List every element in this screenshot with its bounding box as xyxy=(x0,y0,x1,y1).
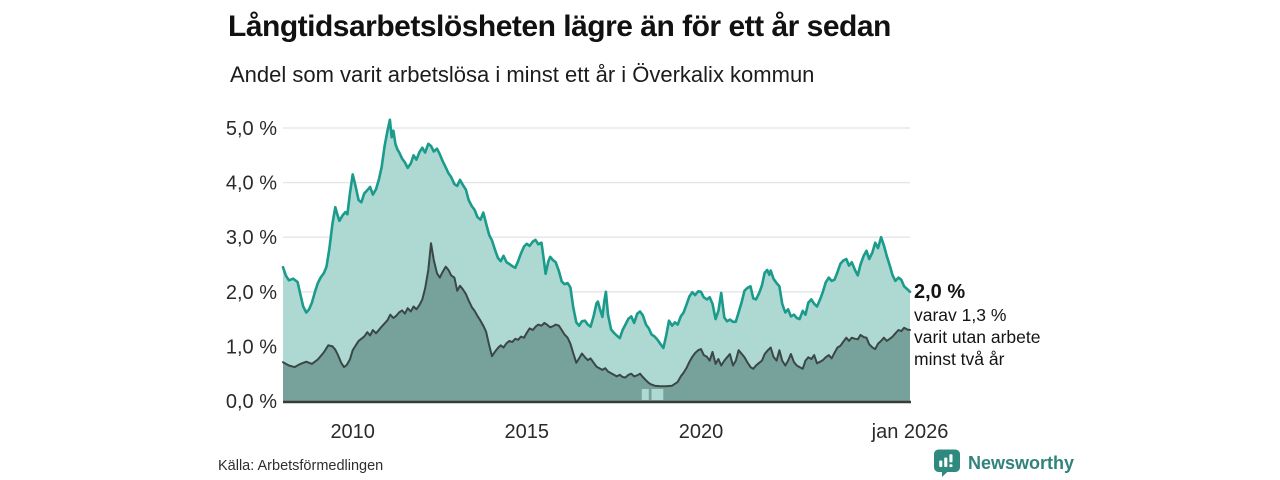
end-value-detail-line1: varav 1,3 % xyxy=(914,305,1007,325)
masked-data-notch xyxy=(651,389,664,400)
area-minst-tva-ar xyxy=(283,243,910,401)
chart-subtitle: Andel som varit arbetslösa i minst ett å… xyxy=(230,62,815,87)
end-value-annotation: 2,0 % varav 1,3 % varit utan arbete mins… xyxy=(914,280,1040,370)
y-tick-label: 3,0 % xyxy=(226,227,277,249)
x-tick-label: 2020 xyxy=(679,421,724,443)
page-title: Långtidsarbetslösheten lägre än för ett … xyxy=(228,10,891,43)
line-minst-tva-ar xyxy=(282,242,911,388)
end-value-detail-line2: varit utan arbete xyxy=(914,327,1041,347)
y-tick-label: 0,0 % xyxy=(226,391,277,413)
end-value-detail-line3: minst två år xyxy=(914,349,1005,369)
line-minst-ett-ar xyxy=(281,118,912,350)
y-tick-label: 2,0 % xyxy=(226,282,277,304)
x-tick-label: 2015 xyxy=(505,421,550,443)
newsworthy-bubble-chart-icon xyxy=(934,449,960,477)
brand-logo: Newsworthy xyxy=(933,448,1074,478)
x-tick-label: 2010 xyxy=(330,421,375,443)
y-tick-label: 4,0 % xyxy=(226,173,277,195)
brand-name: Newsworthy xyxy=(968,452,1075,473)
source-note: Källa: Arbetsförmedlingen xyxy=(218,458,384,474)
y-tick-label: 5,0 % xyxy=(226,118,277,140)
end-value-total: 2,0 % xyxy=(914,281,966,303)
y-tick-label: 1,0 % xyxy=(226,336,277,358)
x-tick-label: jan 2026 xyxy=(871,421,949,443)
masked-data-notch xyxy=(641,389,649,400)
